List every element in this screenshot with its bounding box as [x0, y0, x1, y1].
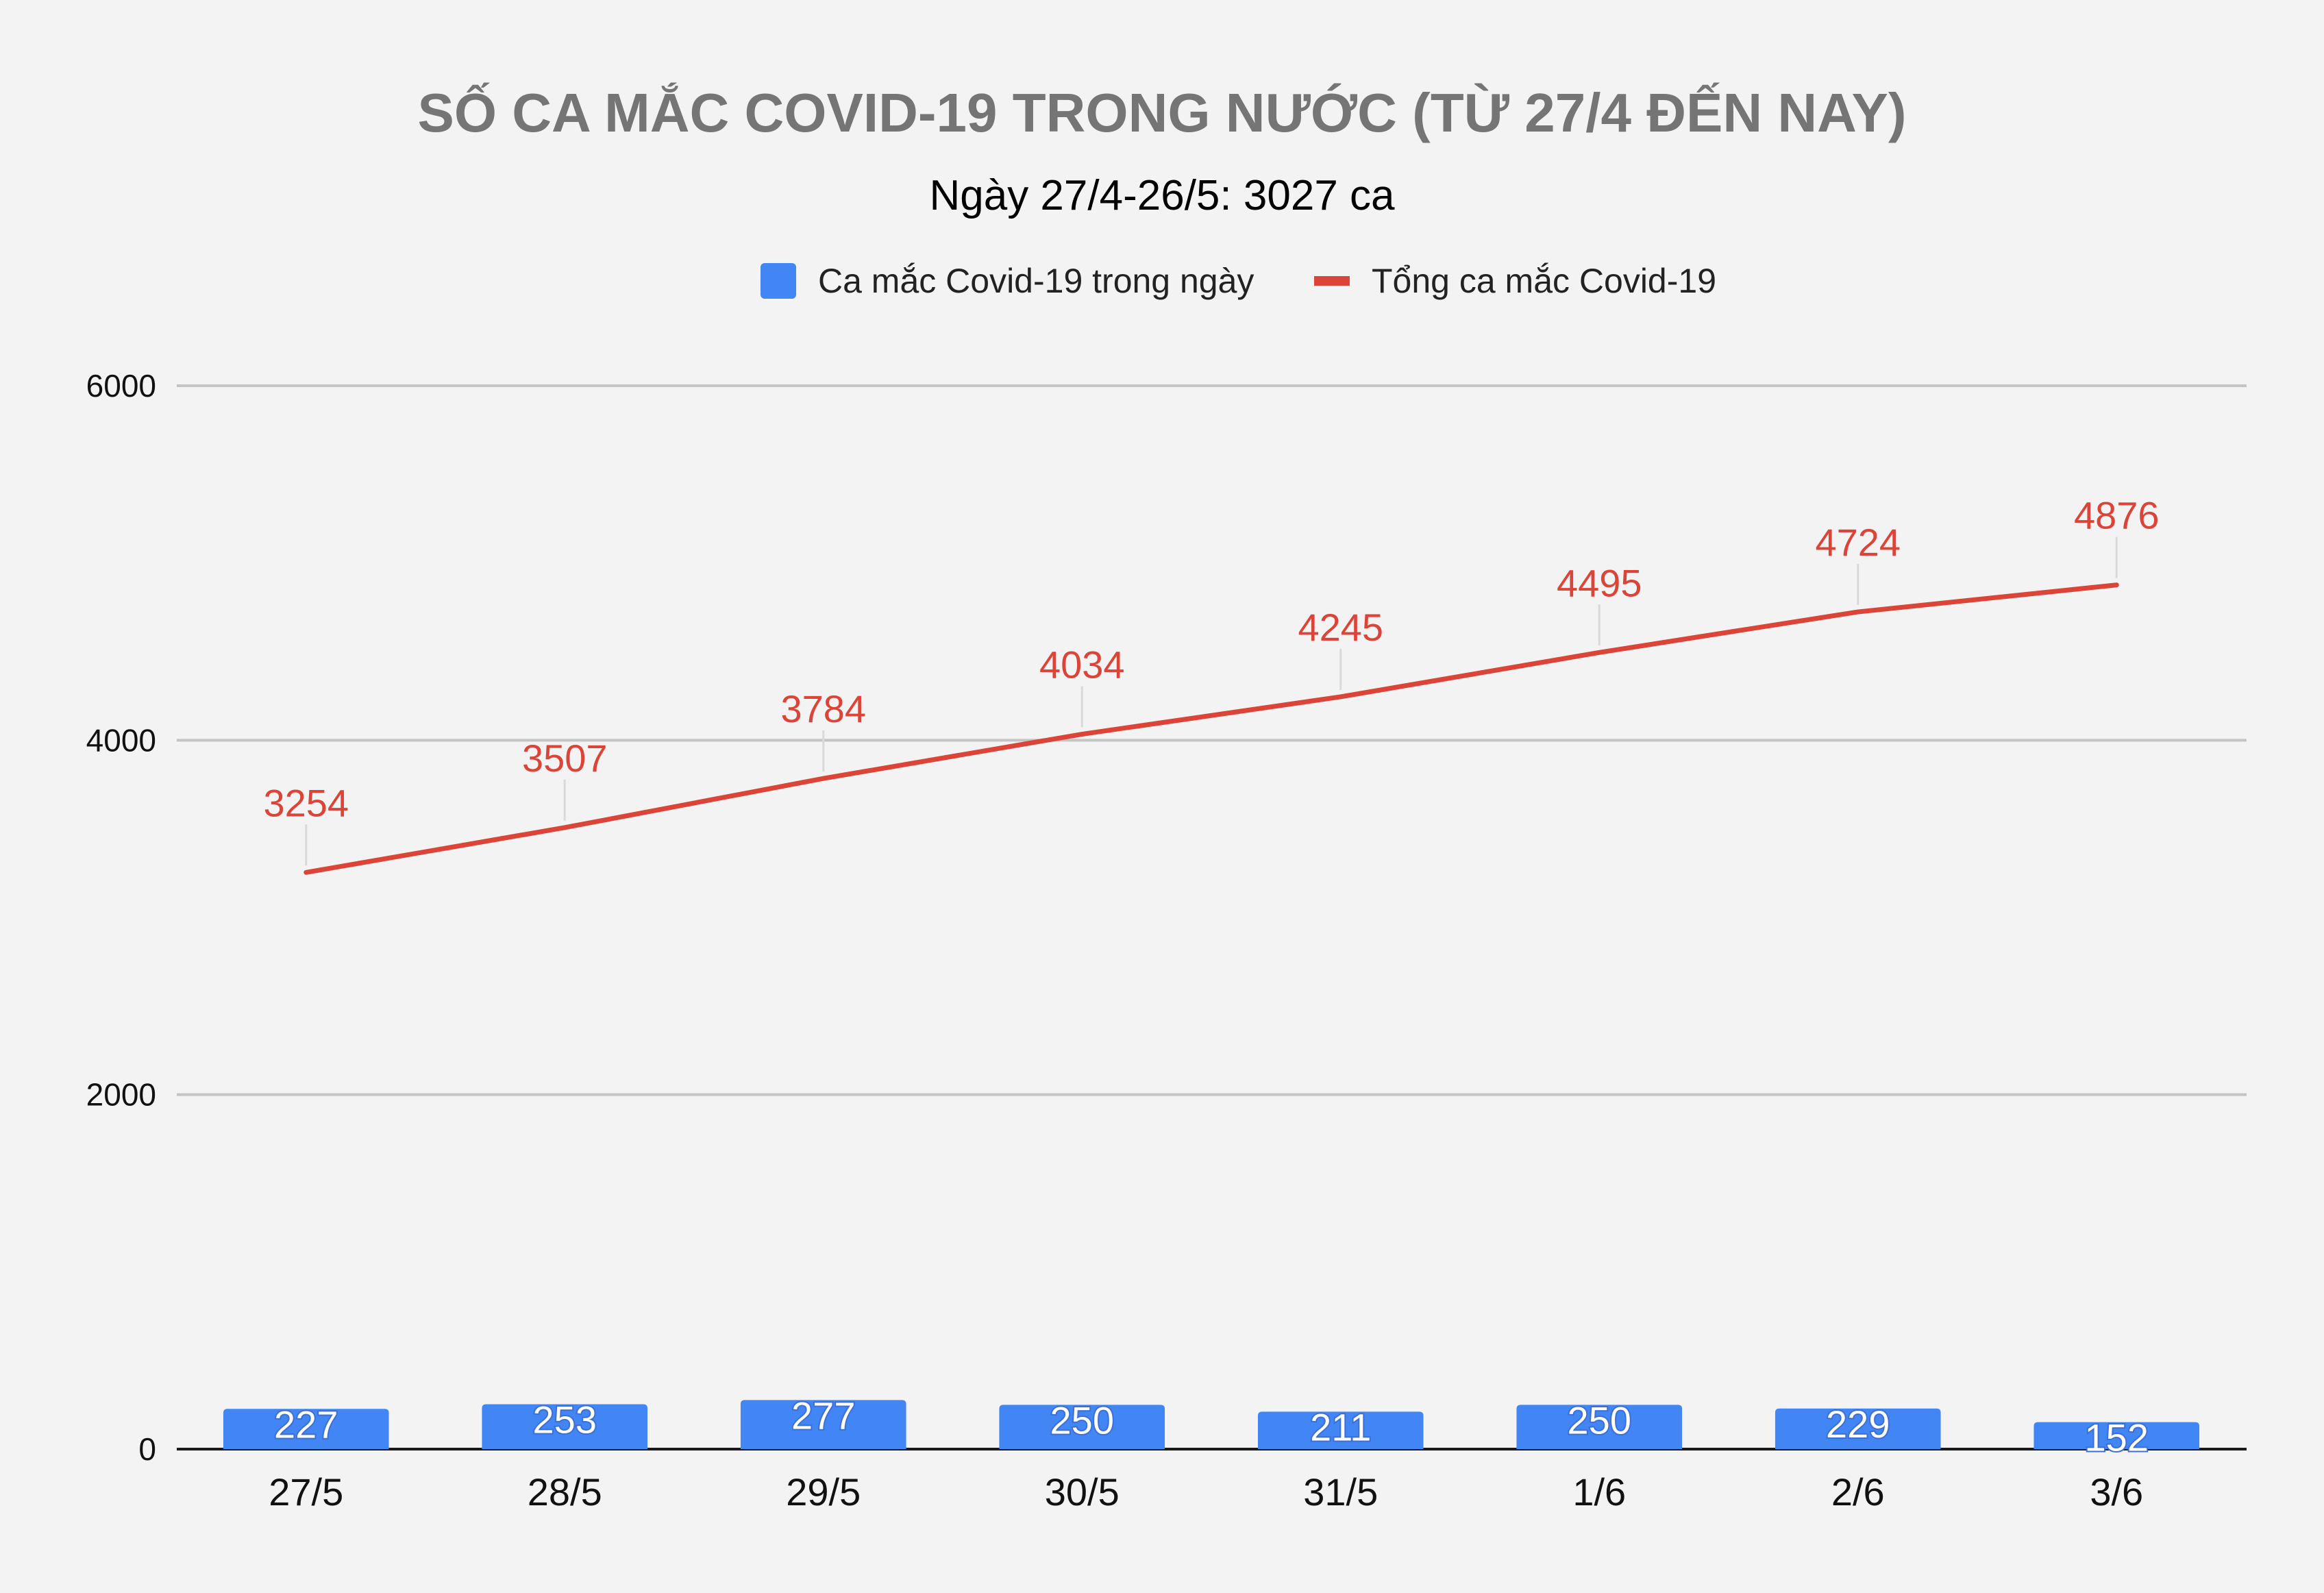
total-cases-line — [304, 582, 2119, 875]
y-tick-label: 4000 — [86, 722, 156, 758]
y-tick-label: 6000 — [86, 368, 156, 404]
bar — [1516, 1405, 1683, 1449]
line-labels: 3254 3507 3784 4034 4245 4495 4724 4876 — [263, 494, 2159, 825]
x-tick-label: 2/6 — [1831, 1470, 1885, 1514]
label-leaders — [305, 536, 2118, 866]
x-tick-label: 3/6 — [2090, 1470, 2143, 1514]
line-value-label: 4876 — [2074, 494, 2160, 537]
bar — [482, 1404, 648, 1449]
bar — [1257, 1411, 1424, 1449]
legend-line-swatch — [1314, 276, 1350, 286]
x-tick-label: 30/5 — [1045, 1470, 1120, 1514]
gridlines — [177, 384, 2247, 1450]
x-axis: 27/5 28/5 29/5 30/5 31/5 1/6 2/6 3/6 — [269, 1470, 2143, 1514]
line-value-label: 4495 — [1557, 561, 1642, 604]
x-tick-label: 28/5 — [528, 1470, 602, 1514]
legend-label-daily: Ca mắc Covid-19 trong ngày — [818, 262, 1254, 300]
line-value-label: 3784 — [780, 687, 866, 730]
bar-labels: 227 253 277 250 211 250 229 152 — [273, 1392, 2150, 1460]
legend: Ca mắc Covid-19 trong ngày Tổng ca mắc C… — [761, 262, 1716, 300]
y-tick-label: 2000 — [86, 1077, 156, 1113]
bar — [223, 1409, 389, 1449]
line-value-label: 4034 — [1039, 643, 1125, 687]
bar — [740, 1400, 906, 1449]
bar — [1775, 1408, 1941, 1449]
bar-value-label: 250 — [1050, 1398, 1114, 1442]
x-tick-label: 27/5 — [269, 1470, 343, 1514]
line-series — [304, 582, 2119, 875]
x-tick-label: 31/5 — [1303, 1470, 1378, 1514]
bar-series — [223, 1400, 2200, 1449]
bar-value-label: 229 — [1826, 1403, 1890, 1446]
bar — [2034, 1422, 2200, 1449]
bar-value-label: 227 — [274, 1403, 338, 1446]
line-value-label: 4245 — [1298, 606, 1383, 649]
y-tick-label: 0 — [138, 1431, 156, 1467]
bar-value-label: 211 — [1310, 1405, 1371, 1448]
bar-value-label: 253 — [533, 1398, 597, 1442]
line-value-label: 3507 — [522, 737, 608, 780]
chart-title: SỐ CA MẮC COVID-19 TRONG NƯỚC (TỪ 27/4 Đ… — [417, 82, 1906, 143]
x-tick-label: 1/6 — [1572, 1470, 1626, 1514]
y-axis: 0 2000 4000 6000 — [86, 368, 156, 1467]
chart-subtitle: Ngày 27/4-26/5: 3027 ca — [929, 172, 1395, 219]
x-tick-label: 29/5 — [786, 1470, 861, 1514]
line-value-label: 4724 — [1815, 521, 1901, 564]
legend-bar-swatch — [761, 263, 796, 299]
bar-value-label: 277 — [791, 1394, 855, 1437]
bar — [999, 1405, 1165, 1449]
bar-value-label: 152 — [2085, 1416, 2149, 1459]
line-value-label: 3254 — [263, 781, 349, 824]
legend-label-total: Tổng ca mắc Covid-19 — [1372, 262, 1716, 300]
bar-value-label: 250 — [1568, 1398, 1631, 1442]
